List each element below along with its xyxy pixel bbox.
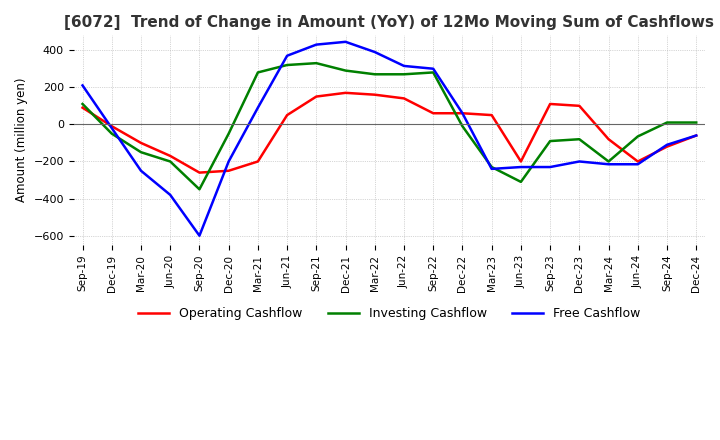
- Free Cashflow: [575, 159, 584, 164]
- Investing Cashflow: [195, 187, 204, 192]
- Investing Cashflow: [692, 120, 701, 125]
- Free Cashflow: [166, 192, 174, 198]
- Line: Investing Cashflow: Investing Cashflow: [83, 63, 696, 189]
- Free Cashflow: [487, 166, 496, 172]
- Free Cashflow: [107, 125, 116, 131]
- Investing Cashflow: [283, 62, 292, 68]
- Investing Cashflow: [371, 72, 379, 77]
- Operating Cashflow: [604, 136, 613, 142]
- Free Cashflow: [634, 161, 642, 167]
- Operating Cashflow: [516, 159, 525, 164]
- Operating Cashflow: [166, 153, 174, 158]
- Free Cashflow: [312, 42, 320, 47]
- Investing Cashflow: [604, 159, 613, 164]
- Y-axis label: Amount (million yen): Amount (million yen): [15, 78, 28, 202]
- Free Cashflow: [137, 168, 145, 173]
- Investing Cashflow: [516, 179, 525, 184]
- Free Cashflow: [253, 105, 262, 110]
- Investing Cashflow: [225, 131, 233, 136]
- Operating Cashflow: [429, 110, 438, 116]
- Free Cashflow: [341, 39, 350, 44]
- Operating Cashflow: [225, 168, 233, 173]
- Investing Cashflow: [634, 134, 642, 139]
- Investing Cashflow: [662, 120, 671, 125]
- Line: Operating Cashflow: Operating Cashflow: [83, 93, 696, 172]
- Line: Free Cashflow: Free Cashflow: [83, 42, 696, 236]
- Operating Cashflow: [253, 159, 262, 164]
- Operating Cashflow: [400, 96, 408, 101]
- Operating Cashflow: [458, 110, 467, 116]
- Investing Cashflow: [458, 124, 467, 129]
- Free Cashflow: [662, 142, 671, 147]
- Investing Cashflow: [312, 61, 320, 66]
- Free Cashflow: [516, 165, 525, 170]
- Free Cashflow: [546, 165, 554, 170]
- Legend: Operating Cashflow, Investing Cashflow, Free Cashflow: Operating Cashflow, Investing Cashflow, …: [132, 301, 647, 327]
- Investing Cashflow: [166, 159, 174, 164]
- Investing Cashflow: [400, 72, 408, 77]
- Investing Cashflow: [107, 131, 116, 136]
- Operating Cashflow: [487, 113, 496, 118]
- Operating Cashflow: [195, 170, 204, 175]
- Investing Cashflow: [253, 70, 262, 75]
- Free Cashflow: [371, 49, 379, 55]
- Investing Cashflow: [429, 70, 438, 75]
- Title: [6072]  Trend of Change in Amount (YoY) of 12Mo Moving Sum of Cashflows: [6072] Trend of Change in Amount (YoY) o…: [64, 15, 714, 30]
- Investing Cashflow: [487, 165, 496, 170]
- Free Cashflow: [604, 161, 613, 167]
- Investing Cashflow: [341, 68, 350, 73]
- Operating Cashflow: [662, 144, 671, 149]
- Investing Cashflow: [546, 139, 554, 144]
- Free Cashflow: [429, 66, 438, 71]
- Operating Cashflow: [546, 101, 554, 106]
- Operating Cashflow: [137, 140, 145, 146]
- Free Cashflow: [400, 63, 408, 69]
- Operating Cashflow: [312, 94, 320, 99]
- Investing Cashflow: [78, 101, 87, 106]
- Free Cashflow: [225, 159, 233, 164]
- Free Cashflow: [195, 233, 204, 238]
- Operating Cashflow: [692, 133, 701, 138]
- Investing Cashflow: [137, 150, 145, 155]
- Operating Cashflow: [341, 90, 350, 95]
- Operating Cashflow: [283, 113, 292, 118]
- Free Cashflow: [458, 110, 467, 116]
- Operating Cashflow: [78, 105, 87, 110]
- Operating Cashflow: [371, 92, 379, 97]
- Free Cashflow: [692, 133, 701, 138]
- Investing Cashflow: [575, 136, 584, 142]
- Free Cashflow: [283, 53, 292, 59]
- Operating Cashflow: [634, 159, 642, 164]
- Operating Cashflow: [575, 103, 584, 109]
- Operating Cashflow: [107, 124, 116, 129]
- Free Cashflow: [78, 83, 87, 88]
